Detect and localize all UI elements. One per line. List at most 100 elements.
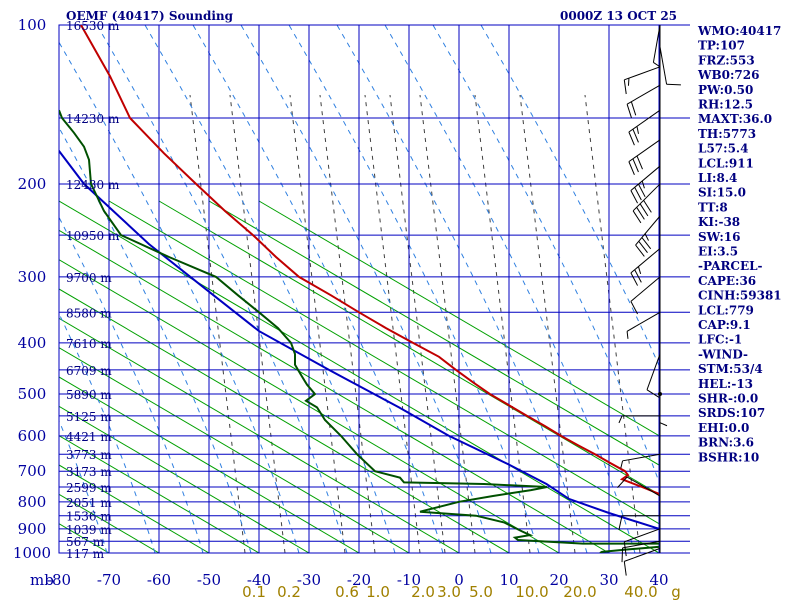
index-readout: LCL:911 [698, 156, 754, 170]
dry-adiabat-line [480, 25, 659, 367]
plot-border [58, 24, 660, 554]
wind-barb-flag [653, 62, 661, 68]
temp-tick-label: -80 [47, 571, 71, 589]
wind-barb-flag [621, 547, 624, 563]
height-label: 9700 m [66, 271, 112, 285]
wind-barb-flag [638, 241, 648, 253]
wind-barb [626, 476, 661, 497]
isotherm-line [0, 201, 9, 553]
wind-barb-flag [637, 266, 642, 275]
index-readout: -WIND- [698, 347, 748, 361]
height-label: 1039 m [66, 523, 112, 537]
dry-adiabat-line [240, 25, 492, 553]
wind-barb-flag [632, 210, 642, 224]
height-label: 567 m [66, 535, 105, 549]
index-readout: KI:-38 [698, 215, 740, 229]
wind-barb-flag [635, 244, 645, 257]
wind-barb-flag [636, 155, 643, 170]
sounding-series-line [59, 149, 659, 530]
wind-barb-flag [632, 128, 639, 143]
wind-barb [622, 540, 661, 549]
index-readout: WB0:726 [697, 68, 759, 82]
pressure-tick-label: 100 [18, 16, 47, 34]
mixing-ratio-line [189, 94, 246, 553]
wind-barb-flag [646, 389, 660, 398]
wind-barb-flag [630, 101, 637, 116]
index-readout: PW:0.50 [698, 83, 753, 97]
mixing-ratio-label: 0.1 [242, 583, 266, 600]
wind-barb [630, 248, 661, 274]
isotherm-line [59, 405, 310, 553]
wind-barb-flag [632, 158, 639, 173]
wind-barb [630, 165, 661, 191]
height-label: 4421 m [66, 430, 112, 444]
mixing-ratio-label: 0.6 [335, 583, 359, 600]
index-readout: EHI:0.0 [698, 421, 749, 435]
height-label: 16530 m [66, 19, 120, 33]
index-readout: FRZ:553 [698, 53, 755, 67]
mixing-ratio-label: 20.0 [563, 583, 596, 600]
sounding-series-line [80, 25, 659, 495]
index-readout: SW:16 [698, 230, 740, 244]
height-label: 5890 m [66, 388, 112, 402]
wind-barb-flag [626, 104, 632, 118]
wind-barb-flag [636, 126, 639, 134]
index-readout: SRDS:107 [698, 406, 765, 420]
temp-tick-label: -20 [347, 571, 371, 589]
height-label: 5125 m [66, 410, 112, 424]
dry-adiabat-line [0, 25, 11, 553]
temp-tick-label: -10 [397, 571, 421, 589]
index-readout: CINH:59381 [698, 289, 782, 303]
temp-tick-label: -60 [147, 571, 171, 589]
wind-barb [624, 66, 661, 81]
index-readout: SHR-:0.0 [698, 392, 758, 406]
wind-barb [622, 453, 661, 462]
wind-barb [624, 547, 661, 562]
dry-adiabat-line [144, 25, 396, 553]
wind-barb-flag [636, 207, 645, 220]
wind-barb [630, 276, 661, 302]
index-readout: HEL:-13 [698, 377, 753, 391]
wind-barb-flag [628, 131, 635, 146]
wind-barb [628, 109, 661, 133]
wind-barb [632, 183, 661, 212]
pressure-tick-label: 300 [18, 268, 47, 286]
x-unit-label: mb [30, 571, 54, 589]
wind-barb-flag [617, 476, 628, 488]
isotherm-line [59, 347, 410, 553]
index-readout: -PARCEL- [698, 259, 763, 273]
mixing-ratio-line [584, 94, 641, 553]
mixing-ratio-label: 10.0 [515, 583, 548, 600]
index-readout: BSHR:10 [698, 450, 759, 464]
height-label: 3773 m [66, 448, 112, 462]
height-label: 14230 m [66, 112, 120, 126]
dry-adiabat-line [59, 126, 252, 553]
wind-barb-flag [626, 331, 629, 339]
pressure-tick-label: 800 [18, 493, 47, 511]
mixing-ratio-line [289, 94, 346, 553]
wind-barb-flag [634, 187, 642, 201]
wind-barb [646, 353, 661, 390]
pressure-tick-label: 700 [18, 462, 47, 480]
sounding-series-line [59, 109, 659, 553]
temp-tick-label: 0 [454, 571, 464, 589]
mixing-ratio-label: 40.0 [624, 583, 657, 600]
dry-adiabat-line [59, 312, 156, 553]
index-readout: CAP:9.1 [698, 318, 751, 332]
pressure-tick-label: 600 [18, 427, 47, 445]
wind-barb [652, 24, 661, 63]
index-readout: TP:107 [698, 39, 745, 53]
mixing-ratio-label: 0.2 [277, 583, 301, 600]
chart-title: OEMF (40417) Sounding [66, 9, 234, 23]
pressure-tick-label: 500 [18, 385, 47, 403]
dry-adiabat-line [59, 216, 204, 553]
index-readout: L57:5.4 [698, 142, 748, 156]
index-readout: LCL:779 [698, 303, 754, 317]
mixing-ratio-label: 5.0 [469, 583, 493, 600]
index-readout: BRN:3.6 [698, 436, 754, 450]
dry-adiabat-line [59, 41, 300, 553]
wind-barb-flag [620, 460, 624, 469]
height-label: 12430 m [66, 178, 120, 192]
